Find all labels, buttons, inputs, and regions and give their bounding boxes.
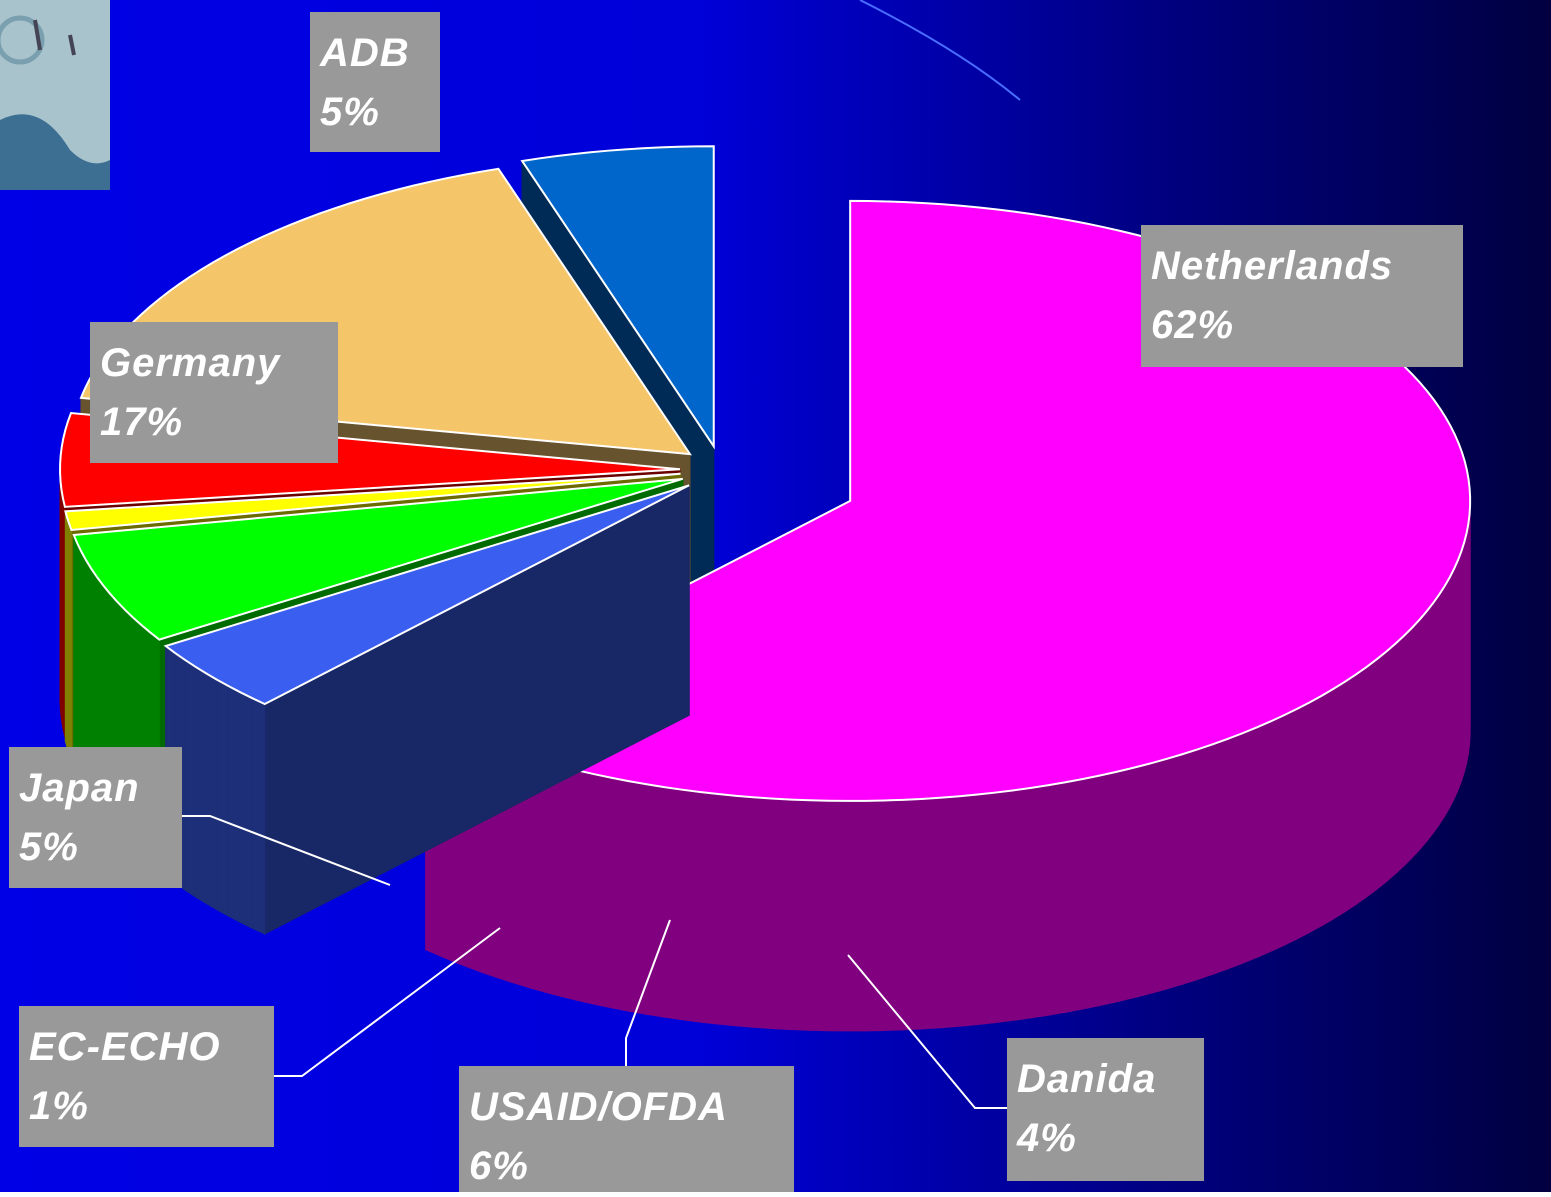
slice-side xyxy=(1197,744,1212,979)
slice-side xyxy=(1395,636,1404,874)
slice-side xyxy=(1450,568,1454,807)
value-label: 17% xyxy=(100,400,183,444)
category-label: EC-ECHO xyxy=(29,1025,220,1069)
slice-side xyxy=(217,680,228,916)
slice-side xyxy=(1433,594,1439,832)
slice-side xyxy=(1386,644,1395,882)
slice-side xyxy=(1150,759,1166,993)
slice-side xyxy=(595,774,612,1008)
slice-side xyxy=(1166,754,1182,989)
category-label: Danida xyxy=(1017,1057,1156,1101)
slice-side xyxy=(884,800,903,1031)
slice-side xyxy=(940,796,958,1027)
slice-side xyxy=(1213,739,1228,974)
slice-side xyxy=(74,535,78,774)
category-label: USAID/OFDA xyxy=(469,1085,728,1129)
slice-side xyxy=(1404,628,1412,866)
slice-side xyxy=(77,544,81,782)
value-label: 6% xyxy=(469,1144,529,1188)
slice-side xyxy=(1309,696,1321,933)
slice-side xyxy=(829,801,848,1031)
slice-side xyxy=(1420,611,1427,849)
slice-side xyxy=(755,797,773,1028)
slice-side xyxy=(976,793,994,1025)
slice-side xyxy=(1297,702,1310,939)
decor-arc xyxy=(860,0,1020,100)
slice-side xyxy=(1256,722,1270,958)
value-label: 5% xyxy=(19,825,79,869)
slice-side xyxy=(736,796,754,1028)
slice-side xyxy=(1117,768,1134,1002)
slice-side xyxy=(1427,603,1434,841)
slice-side xyxy=(1048,782,1066,1015)
value-label: 1% xyxy=(29,1084,89,1128)
slice-side xyxy=(195,667,206,904)
slice-side xyxy=(994,790,1012,1022)
slice-side xyxy=(545,762,561,996)
category-label: Netherlands xyxy=(1151,244,1393,288)
slice-side xyxy=(903,799,921,1030)
value-label: 5% xyxy=(320,90,380,134)
slice-side xyxy=(629,781,646,1014)
slice-side xyxy=(252,698,264,934)
slice-side xyxy=(1445,577,1450,816)
slice-side xyxy=(1030,785,1048,1018)
slice-side xyxy=(1134,764,1150,998)
value-label: 62% xyxy=(1151,303,1234,347)
slice-side xyxy=(847,801,866,1031)
thumbnail-image xyxy=(0,0,110,190)
slice-side xyxy=(1356,667,1367,904)
slice-side xyxy=(1228,733,1243,969)
slice-side xyxy=(185,660,195,897)
slice-side xyxy=(718,794,736,1026)
slice-side xyxy=(562,766,579,1000)
slice-side xyxy=(1012,788,1030,1020)
slice-side xyxy=(647,784,665,1017)
slice-side xyxy=(700,792,718,1024)
category-label: ADB xyxy=(319,31,410,75)
value-label: 4% xyxy=(1016,1116,1077,1160)
slice-side xyxy=(792,800,811,1031)
slice-side xyxy=(1345,674,1356,911)
slice-side xyxy=(1182,749,1198,984)
slice-side xyxy=(1083,775,1100,1008)
slice-side xyxy=(1334,682,1345,919)
slice-side xyxy=(1454,560,1458,799)
category-label: Japan xyxy=(19,766,140,810)
slice-side xyxy=(69,524,71,760)
slice-side xyxy=(1412,620,1420,858)
slice-side xyxy=(773,799,791,1030)
slice-side xyxy=(1242,728,1256,964)
slice-side xyxy=(958,795,976,1027)
slice-side xyxy=(63,498,65,737)
slice-side xyxy=(578,770,595,1004)
slice-side xyxy=(1284,709,1297,945)
slice-side xyxy=(240,692,252,928)
slice-side xyxy=(612,778,629,1011)
slice-side xyxy=(682,790,700,1022)
slice-side xyxy=(664,787,682,1020)
slice-side xyxy=(1100,772,1117,1006)
slice-side xyxy=(228,686,240,922)
category-label: Germany xyxy=(100,341,281,385)
slice-side xyxy=(206,673,217,909)
slice-side xyxy=(1377,652,1387,890)
slice-side xyxy=(1322,689,1334,926)
slice-side xyxy=(921,798,939,1029)
slice-side xyxy=(1366,659,1376,897)
slice-side xyxy=(1066,779,1083,1012)
slice-side xyxy=(810,800,829,1030)
slice-side xyxy=(1439,586,1445,825)
slice-side xyxy=(1458,551,1461,790)
slice-side xyxy=(1270,715,1283,951)
